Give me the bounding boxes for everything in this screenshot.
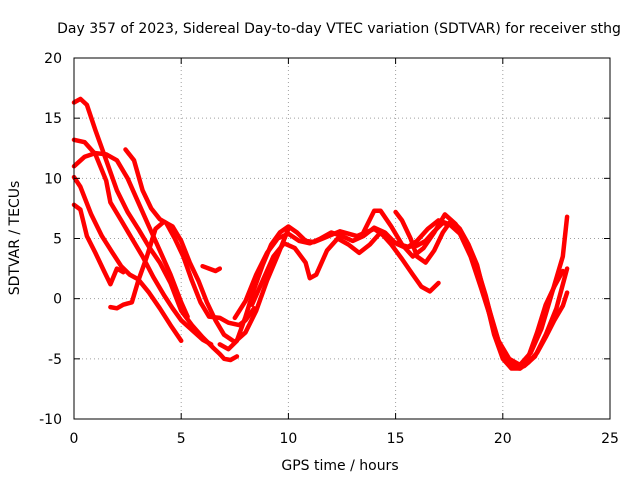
chart-title: Day 357 of 2023, Sidereal Day-to-day VTE… [57,21,621,37]
y-tick-label: 10 [44,171,62,187]
data-series [71,96,570,371]
series-line-track-6 [123,147,257,328]
series-line-track-7 [108,219,291,345]
series-line-track-8 [200,263,223,274]
series-line-track-2 [71,137,214,347]
series-line-track-11 [249,230,441,307]
x-axis-title: GPS time / hours [281,458,398,474]
y-tick-label: 5 [53,232,62,248]
series-line-track-1 [71,96,240,363]
x-tick-label: 20 [494,431,512,447]
x-tick-label: 0 [70,431,79,447]
x-tick-labels: 0 5 10 15 20 25 [70,431,619,447]
y-tick-label: 0 [53,292,62,308]
series-line-track-3 [71,150,190,319]
series-line-track-13 [393,209,566,371]
x-tick-label: 25 [601,431,619,447]
y-axis-title: SDTVAR / TECUs [7,181,23,296]
y-tick-label: 15 [44,111,62,127]
y-tick-label: -5 [48,352,62,368]
x-tick-label: 10 [279,431,297,447]
y-tick-labels: -10 -5 0 5 10 15 20 [39,51,62,428]
series-line-track-4 [71,174,184,344]
y-tick-label: 20 [44,51,62,67]
series-line-track-5 [71,202,126,287]
x-tick-label: 5 [177,431,186,447]
y-tick-label: -10 [39,412,62,428]
x-tick-label: 15 [387,431,405,447]
axis-ticks [73,57,611,420]
